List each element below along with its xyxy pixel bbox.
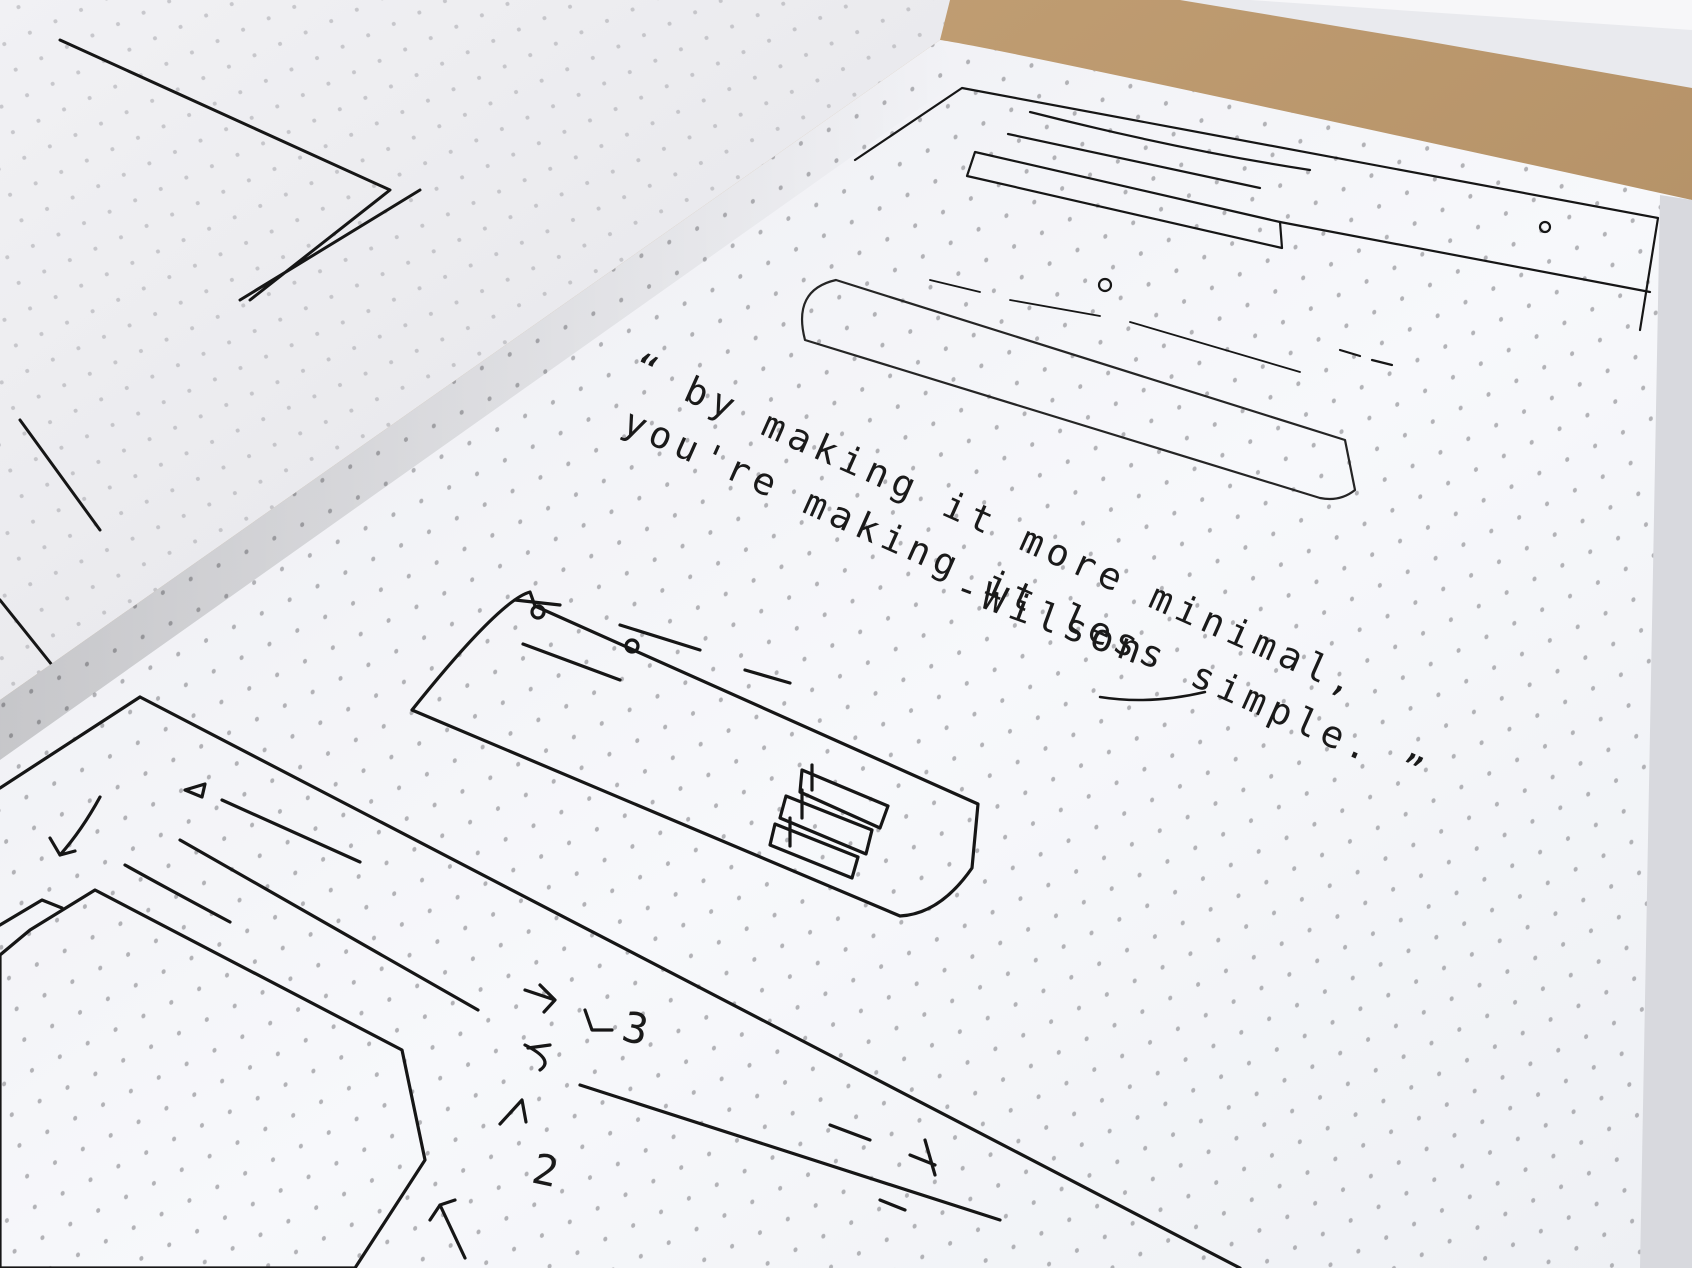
author-underline	[1098, 690, 1207, 702]
left-page-ghost-lines	[0, 38, 422, 702]
sketch-middle-card	[410, 590, 980, 918]
keyboard-edge	[1180, 0, 1692, 88]
sketch-top-wireframe	[800, 86, 1660, 501]
gutter-shadow	[0, 40, 960, 760]
sketch-stacked-bars	[768, 768, 890, 880]
right-page-dots	[0, 40, 1692, 1268]
keyboard-highlight	[1250, 0, 1692, 30]
left-page-dots	[0, 0, 950, 700]
page-edge-right	[1640, 195, 1692, 1268]
sketch-lower-wireframe: 3 2	[0, 695, 1242, 1268]
